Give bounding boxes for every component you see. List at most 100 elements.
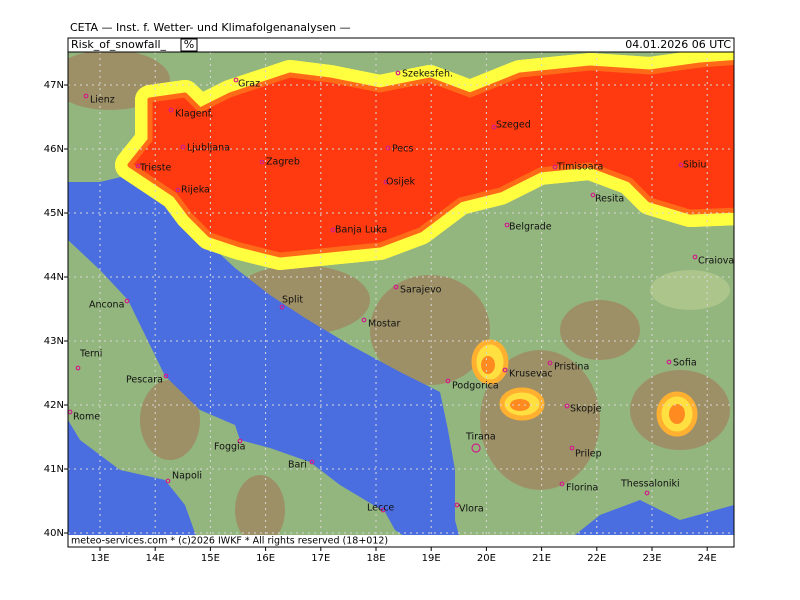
city-marker	[383, 179, 389, 185]
city-marker	[491, 124, 497, 130]
city-label: Tirana	[465, 432, 496, 443]
lat-label: 47N	[44, 80, 64, 91]
tyrrhenian-sea	[68, 420, 200, 547]
city-marker	[590, 192, 596, 198]
city-label: Sibiu	[683, 160, 706, 171]
city-label: Rome	[73, 412, 100, 423]
lat-label: 42N	[44, 400, 64, 411]
city-label: Zagreb	[266, 157, 300, 168]
lon-label: 15E	[201, 553, 220, 564]
adriatic-sea	[68, 172, 462, 547]
city-label: Szeged	[496, 120, 531, 131]
city-label: Prilep	[575, 449, 602, 460]
city-marker	[552, 164, 558, 170]
city-label: Thessaloniki	[620, 479, 680, 490]
city-label: Mostar	[368, 319, 401, 330]
city-label: Terni	[79, 349, 102, 360]
city-label: Foggia	[214, 442, 245, 453]
lon-label: 20E	[477, 553, 496, 564]
city-marker	[380, 507, 386, 513]
city-marker	[644, 490, 650, 496]
lon-label: 23E	[642, 553, 661, 564]
city-label: Timisoara	[556, 162, 603, 173]
valid-time: 04.01.2026 06 UTC	[625, 38, 731, 51]
city-label: Ancona	[89, 300, 124, 311]
city-marker	[666, 359, 672, 365]
unit: %	[184, 38, 194, 51]
city-marker	[678, 162, 684, 168]
lat-label: 44N	[44, 272, 64, 283]
map-frame	[67, 51, 735, 548]
city-marker	[445, 378, 451, 384]
city-marker	[175, 187, 181, 193]
parameter: Risk_of_snowfall_	[71, 38, 167, 51]
city-label: Napoli	[172, 471, 202, 482]
city-label: Resita	[595, 194, 624, 205]
footer: meteo-services.com * (c)2026 IWKF * All …	[71, 536, 388, 547]
city-label: Pecs	[392, 144, 413, 155]
city-label: Lienz	[90, 95, 115, 106]
city-label: Rijeka	[181, 185, 210, 196]
lat-label: 45N	[44, 208, 64, 219]
graticule	[68, 52, 734, 547]
city-label: Graz	[238, 79, 260, 90]
city-label: Trieste	[139, 163, 171, 174]
city-marker	[361, 317, 367, 323]
lon-label: 17E	[311, 553, 330, 564]
city-label: Podgorica	[452, 381, 499, 392]
city-marker	[163, 373, 169, 379]
city-marker	[83, 93, 89, 99]
city-marker	[471, 443, 481, 453]
city-marker	[309, 459, 315, 465]
city-label: Vlora	[459, 504, 484, 515]
city-marker	[692, 254, 698, 260]
snowfall-risk	[115, 52, 734, 437]
lat-label: 41N	[44, 464, 64, 475]
city-label: Pescara	[126, 375, 163, 386]
city-label: Ljubljana	[187, 143, 230, 154]
lat-label: 43N	[44, 336, 64, 347]
city-marker	[559, 481, 565, 487]
city-marker	[180, 144, 186, 150]
lon-label: 13E	[90, 553, 109, 564]
city-label: Craiova	[698, 256, 734, 267]
city-label: Florina	[566, 483, 598, 494]
city-marker	[385, 145, 391, 151]
city-marker	[168, 107, 174, 113]
city-marker	[279, 304, 285, 310]
lon-label: 24E	[698, 553, 717, 564]
footer-band	[68, 535, 734, 547]
city-label: Lecce	[367, 503, 394, 514]
city-label: Belgrade	[509, 222, 552, 233]
city-marker	[564, 403, 570, 409]
city-marker	[237, 438, 243, 444]
city-label: Skopje	[570, 404, 602, 415]
lon-label: 16E	[256, 553, 275, 564]
city-label: Banja Luka	[335, 225, 387, 236]
city-marker	[233, 77, 239, 83]
lat-label: 46N	[44, 144, 64, 155]
city-label: Bari	[288, 460, 307, 471]
unit-box	[180, 38, 198, 52]
city-marker	[135, 163, 141, 169]
lon-label: 14E	[146, 553, 165, 564]
city-marker	[547, 360, 553, 366]
cities: Lienz Graz Szekesfeh. Klagenf. Ljubljana Szeg…	[68, 69, 734, 515]
institute: CETA — Inst. f. Wetter- und Klimafolgena…	[70, 21, 351, 34]
lat-label: 40N	[44, 528, 64, 539]
lon-label: 19E	[422, 553, 441, 564]
city-marker	[165, 478, 171, 484]
lon-label: 21E	[532, 553, 551, 564]
city-label: Krusevac	[509, 369, 553, 380]
city-marker	[569, 445, 575, 451]
city-label: Osijek	[386, 177, 416, 188]
city-marker	[259, 159, 265, 165]
city-marker	[502, 367, 508, 373]
city-label: Pristina	[554, 362, 589, 373]
city-marker	[395, 70, 401, 76]
map-body: Lienz Graz Szekesfeh. Klagenf. Ljubljana Szeg…	[68, 52, 734, 547]
lon-label: 22E	[587, 553, 606, 564]
city-label: Klagenf.	[175, 109, 213, 120]
city-marker	[393, 284, 399, 290]
